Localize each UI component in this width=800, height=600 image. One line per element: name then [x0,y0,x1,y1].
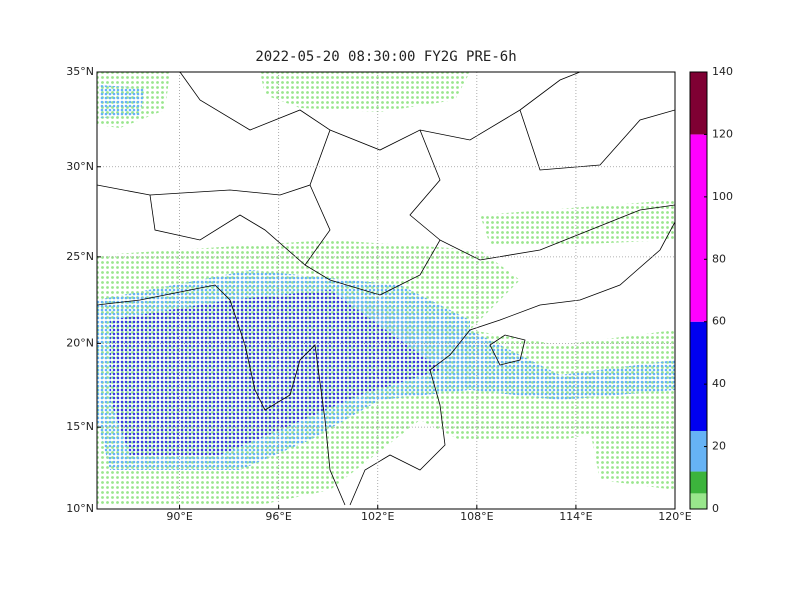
colorbar-frame [689,71,708,510]
y-tick-label: 35°N [66,65,94,78]
colorbar-tick-label: 40 [712,377,726,390]
colorbar-band [690,493,707,509]
y-tick-label: 15°N [66,420,94,433]
plot-frame [96,71,676,510]
colorbar-tick-label: 20 [712,440,726,453]
colorbar-band [690,430,707,472]
colorbar-tick-label: 120 [712,127,733,140]
x-tick-label: 114°E [559,510,592,523]
x-tick-label: 102°E [361,510,394,523]
colorbar-tick-label: 60 [712,315,726,328]
colorbar-band [690,134,707,322]
x-tick-label: 108°E [460,510,493,523]
y-tick-label: 30°N [66,160,94,173]
x-tick-label: 96°E [265,510,291,523]
colorbar-band [690,321,707,431]
map-title: 2022-05-20 08:30:00 FY2G PRE-6h [255,49,516,65]
colorbar-tick-label: 80 [712,252,726,265]
y-tick-label: 20°N [66,336,94,349]
colorbar-band [690,471,707,494]
colorbar-tick-label: 140 [712,65,733,78]
colorbar-band [690,72,707,135]
precip-areas [97,72,675,505]
y-tick-label: 25°N [66,250,94,263]
colorbar-tick-label: 100 [712,190,733,203]
x-tick-label: 90°E [166,510,192,523]
colorbar-tick-label: 0 [712,502,719,515]
coastlines [97,72,675,506]
y-tick-label: 10°N [66,502,94,515]
x-tick-label: 120°E [658,510,691,523]
plot-area [97,72,675,509]
